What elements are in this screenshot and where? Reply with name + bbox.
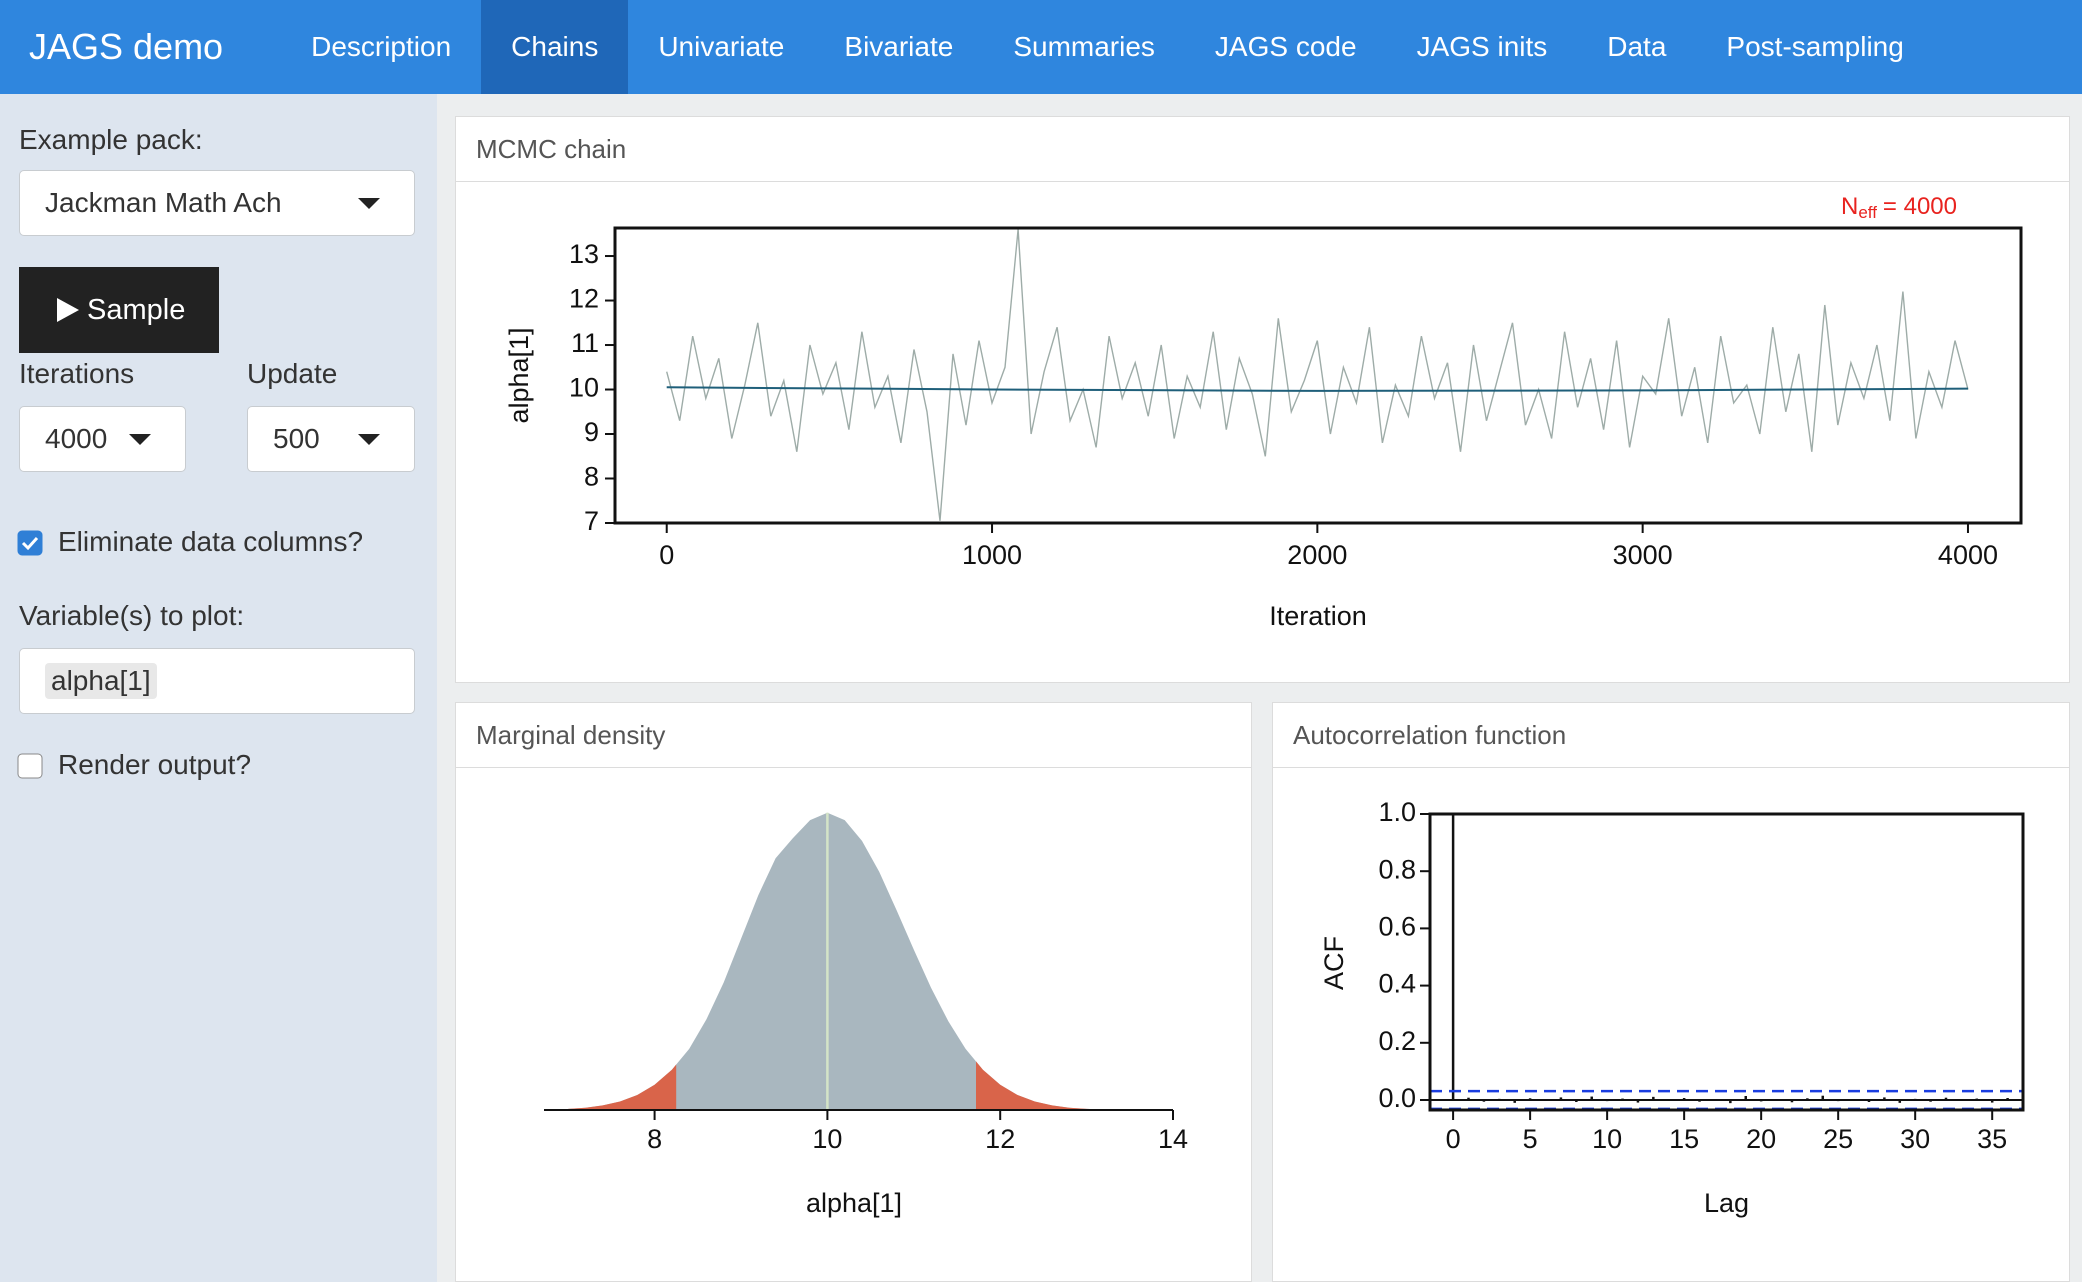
annotation: Neff = 4000 (1841, 193, 1957, 222)
nav-tab[interactable]: Post-sampling (1726, 31, 1904, 62)
checkbox[interactable] (17, 530, 43, 556)
x-tick-label: 0 (659, 540, 674, 570)
x-tick-label: 1000 (962, 540, 1022, 570)
density-tail (976, 1061, 1104, 1110)
sample-button[interactable]: Sample (19, 267, 219, 353)
button-text: Sample (87, 293, 186, 326)
label: Update (247, 358, 338, 389)
plot-frame (1428, 812, 2025, 1112)
y-tick-label: 0.6 (1378, 912, 1416, 942)
x-tick-label: 15 (1669, 1124, 1699, 1154)
nav-tab[interactable]: Univariate (658, 31, 785, 62)
select[interactable]: Jackman Math Ach (19, 170, 415, 236)
y-tick-label: 0.2 (1378, 1026, 1416, 1056)
y-tick-label: 7 (584, 506, 599, 536)
annotation-part: = 4000 (1883, 193, 1957, 220)
x-axis-label: Lag (1704, 1188, 1749, 1218)
play-icon (57, 298, 79, 322)
plot-frame (613, 226, 2023, 525)
y-tick-label: 9 (584, 417, 599, 447)
density-area (568, 812, 1104, 1110)
trace-line (666, 386, 1969, 392)
select-value: 4000 (45, 423, 108, 454)
select[interactable]: 500 (247, 406, 415, 472)
nav-tab[interactable]: JAGS code (1214, 31, 1357, 62)
label: Example pack: (19, 124, 203, 155)
x-axis-label: Iteration (1269, 601, 1367, 631)
select-value: 500 (273, 423, 320, 454)
y-tick-label: 0.8 (1378, 854, 1416, 884)
checkbox-label: Eliminate data columns? (58, 526, 364, 557)
select[interactable]: 4000 (19, 406, 186, 472)
x-tick-label: 20 (1746, 1124, 1776, 1154)
panel-title: Autocorrelation function (1273, 703, 2069, 768)
nav-tab[interactable]: Data (1607, 31, 1667, 62)
y-tick-label: 0.4 (1378, 969, 1416, 999)
x-tick-label: 4000 (1938, 540, 1998, 570)
sidebar: Example pack: Jackman Math Ach Sample It… (0, 94, 437, 1282)
x-tick-label: 5 (1523, 1124, 1538, 1154)
annotation-part: eff (1858, 203, 1877, 222)
label: Iterations (19, 358, 135, 389)
y-tick-label: 11 (571, 328, 599, 358)
nav-tab[interactable]: Chains (481, 0, 629, 94)
nav-tab[interactable]: JAGS inits (1416, 31, 1548, 62)
y-axis-label: alpha[1] (504, 327, 534, 423)
x-tick-label: 12 (985, 1124, 1015, 1154)
y-axis-label: ACF (1319, 936, 1349, 990)
select-value: Jackman Math Ach (45, 187, 282, 218)
panel-title: Marginal density (456, 703, 1251, 768)
label: Variable(s) to plot: (19, 600, 245, 631)
y-tick-label: 0.0 (1378, 1083, 1416, 1113)
x-tick-label: 10 (812, 1124, 842, 1154)
panel-title: MCMC chain (456, 117, 2069, 182)
x-tick-label: 8 (647, 1124, 662, 1154)
x-tick-label: 25 (1823, 1124, 1853, 1154)
nav-tab[interactable]: Summaries (1013, 31, 1155, 62)
y-tick-label: 12 (569, 284, 599, 314)
nav-tab[interactable]: Description (311, 31, 452, 62)
y-tick-label: 8 (584, 462, 599, 492)
x-tick-label: 14 (1158, 1124, 1188, 1154)
x-tick-label: 3000 (1613, 540, 1673, 570)
x-tick-label: 30 (1900, 1124, 1930, 1154)
navbar: JAGS demo Description Chains Univariate Biv… (0, 0, 2082, 94)
checkbox-label: Render output? (58, 749, 252, 780)
annotation-part: N (1841, 193, 1858, 220)
x-tick-label: 2000 (1287, 540, 1347, 570)
x-tick-label: 35 (1977, 1124, 2007, 1154)
brand[interactable]: JAGS demo (29, 26, 224, 67)
y-tick-label: 13 (569, 239, 599, 269)
nav-tab[interactable]: Bivariate (844, 31, 954, 62)
x-axis-label: alpha[1] (806, 1188, 902, 1218)
y-tick-label: 1.0 (1378, 797, 1416, 827)
y-tick-label: 10 (569, 373, 599, 403)
checkbox[interactable] (17, 753, 43, 779)
panel: Autocorrelation function (1272, 702, 2070, 1282)
trace-line (666, 229, 1969, 521)
x-tick-label: 10 (1592, 1124, 1622, 1154)
panel: MCMC chain (455, 116, 2070, 683)
chip: alpha[1] (45, 663, 157, 699)
multi-select[interactable]: alpha[1] (19, 648, 415, 714)
density-tail (568, 1064, 677, 1110)
x-tick-label: 0 (1446, 1124, 1461, 1154)
